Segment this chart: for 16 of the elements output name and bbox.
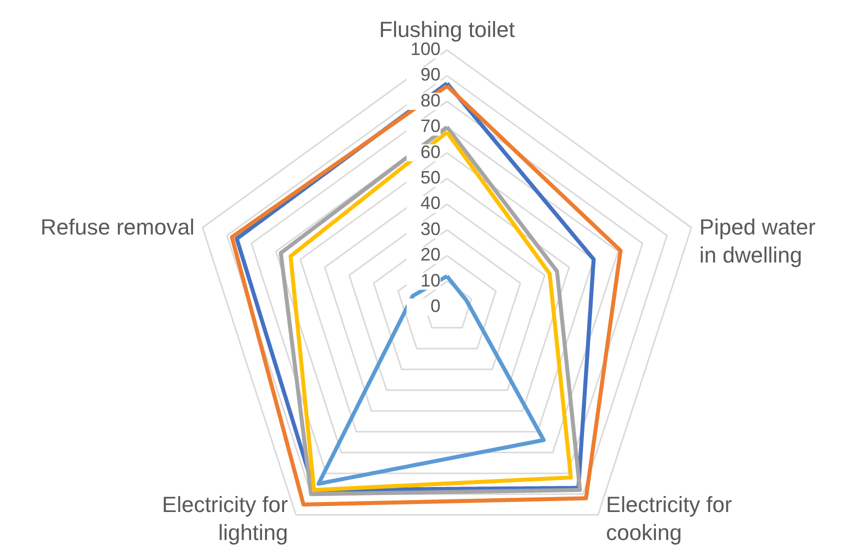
y-tick-label: 70 [420, 116, 441, 136]
spoke-label: Electricity for cooking [606, 492, 732, 545]
spoke-label: Flushing toilet [379, 17, 515, 42]
y-tick-label: 60 [420, 142, 441, 162]
y-tick-label: 90 [420, 64, 441, 85]
y-tick-label: 50 [420, 168, 441, 188]
y-tick-label: 100 [410, 39, 441, 59]
y-tick-label: 40 [420, 193, 441, 214]
spoke-label: Piped water in dwelling [699, 214, 816, 268]
spoke-label: Electricity for lighting [162, 492, 288, 545]
y-tick-label: 80 [420, 90, 441, 110]
y-tick-label: 20 [420, 244, 441, 265]
y-tick-label: 10 [420, 270, 441, 290]
y-tick-label: 30 [420, 218, 441, 239]
spoke-label: Refuse removal [40, 214, 195, 240]
y-tick-label: 0 [430, 296, 441, 316]
